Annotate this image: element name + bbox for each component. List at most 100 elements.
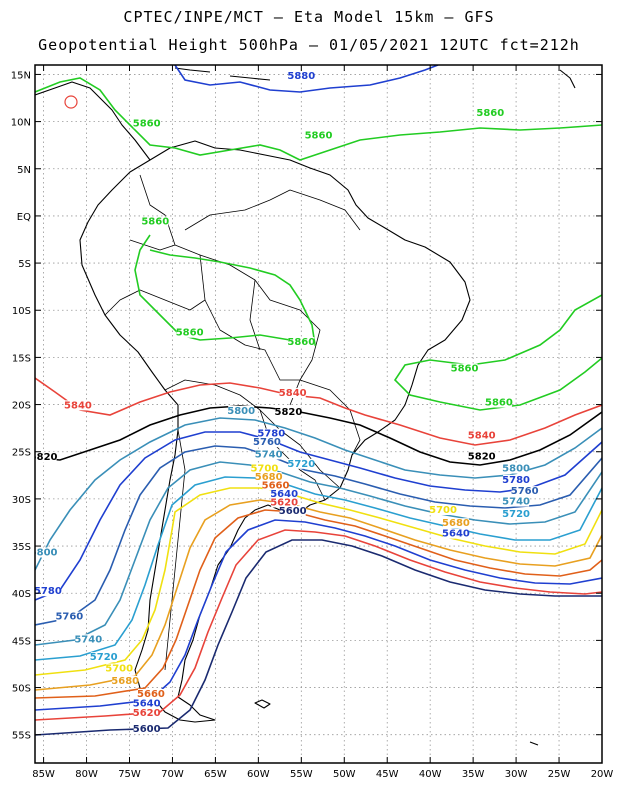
lat-tick-label: 15S bbox=[12, 353, 31, 364]
contour-label: 5640 bbox=[270, 489, 298, 500]
contour-label: 5740 bbox=[255, 449, 283, 460]
lat-tick-label: 25S bbox=[12, 448, 31, 459]
contour-label-background bbox=[485, 397, 512, 408]
contour-label: 5760 bbox=[55, 612, 83, 623]
contour-label: 5860 bbox=[451, 364, 479, 375]
contour-label-background bbox=[288, 337, 315, 348]
contour-label-background bbox=[133, 707, 160, 718]
contour-label-background bbox=[271, 489, 298, 500]
contour-label-background bbox=[228, 406, 255, 416]
contour-label-background bbox=[176, 327, 203, 338]
contour-label-background bbox=[112, 675, 139, 686]
contour-5600 bbox=[35, 539, 602, 736]
contour-label-background bbox=[503, 463, 530, 474]
contour-label: 5840 bbox=[279, 388, 307, 399]
contour-label: 5820 bbox=[468, 451, 496, 462]
contour-label: 5860 bbox=[305, 131, 333, 142]
lon-tick-label: 85W bbox=[32, 769, 55, 780]
contour-label-background bbox=[255, 472, 282, 483]
contour-label-background bbox=[275, 406, 302, 417]
contour-label: 5600 bbox=[279, 506, 307, 517]
lat-tick-label: 5S bbox=[18, 259, 31, 270]
contour-label-background bbox=[90, 652, 117, 663]
contour-5840-closed-low bbox=[64, 95, 78, 109]
contour-label: 5860 bbox=[133, 118, 161, 129]
contour-label: 5700 bbox=[429, 505, 457, 516]
contour-label-background bbox=[477, 107, 504, 118]
lon-tick-label: 50W bbox=[333, 769, 356, 780]
contour-label: 5800 bbox=[30, 547, 58, 558]
falkland-islands bbox=[254, 699, 271, 709]
contour-label: 5800 bbox=[227, 406, 255, 417]
lat-tick-label: 35S bbox=[12, 542, 31, 553]
contour-label-background bbox=[35, 547, 57, 558]
lon-tick-label: 25W bbox=[548, 769, 571, 780]
contour-label: 5780 bbox=[257, 429, 285, 440]
contour-label: 5640 bbox=[442, 529, 470, 540]
central-america-coastline bbox=[35, 81, 151, 161]
contour-label-background bbox=[468, 451, 495, 462]
contour-label-background bbox=[279, 388, 306, 399]
lon-tick-label: 45W bbox=[376, 769, 399, 780]
contour-label: 5860 bbox=[485, 398, 513, 409]
contour-label: 5620 bbox=[133, 708, 161, 719]
contour-label-background bbox=[251, 463, 278, 474]
lon-tick-label: 55W bbox=[290, 769, 313, 780]
contour-label-background bbox=[137, 688, 164, 699]
lon-tick-label: 80W bbox=[75, 769, 98, 780]
title-line-1: CPTEC/INPE/MCT – Eta Model 15km – GFS bbox=[123, 8, 495, 26]
lat-tick-label: 15N bbox=[11, 70, 31, 81]
contour-label: 5640 bbox=[133, 698, 161, 709]
contour-label-background bbox=[430, 505, 457, 516]
lon-tick-label: 30W bbox=[505, 769, 528, 780]
lat-tick-label: 40S bbox=[12, 589, 31, 600]
contour-label-background bbox=[451, 363, 478, 374]
lat-tick-label: 55S bbox=[12, 731, 31, 742]
contour-label-background bbox=[106, 663, 133, 674]
contour-label: 5780 bbox=[502, 475, 530, 486]
contour-label: 5760 bbox=[253, 437, 281, 448]
contour-5820 bbox=[35, 405, 602, 466]
contour-label: 5760 bbox=[511, 486, 539, 497]
contour-label: 5660 bbox=[137, 689, 165, 700]
contour-label: 5860 bbox=[176, 328, 204, 339]
contour-label: 5700 bbox=[105, 664, 133, 675]
contour-label-background bbox=[442, 518, 469, 529]
contour-label-background bbox=[255, 449, 282, 460]
lat-tick-label: 10N bbox=[11, 118, 31, 129]
contour-5640 bbox=[35, 519, 602, 711]
contour-label-background bbox=[35, 586, 61, 597]
lon-tick-label: 75W bbox=[118, 769, 141, 780]
lat-tick-label: 30S bbox=[12, 495, 31, 506]
south-georgia bbox=[529, 741, 539, 746]
lat-tick-label: EQ bbox=[17, 212, 31, 223]
longitude-labels: 85W 80W 75W 70W 65W 60W 55W 50W 45W 40W 35W 30W 25W 2… bbox=[32, 769, 613, 780]
contour-label-background bbox=[253, 437, 280, 448]
lat-tick-label: 5N bbox=[17, 165, 31, 176]
contour-label: 5680 bbox=[442, 518, 470, 529]
contour-label: 5720 bbox=[502, 509, 530, 520]
contour-label: 5620 bbox=[270, 497, 298, 508]
contour-label-background bbox=[503, 496, 530, 507]
lat-tick-label: 10S bbox=[12, 306, 31, 317]
contour-label: 5860 bbox=[476, 108, 504, 119]
contour-label: 5700 bbox=[250, 464, 278, 475]
contour-label-background bbox=[288, 458, 315, 469]
contour-label: 5660 bbox=[262, 481, 290, 492]
contour-label-background bbox=[468, 430, 495, 441]
lon-tick-label: 60W bbox=[247, 769, 270, 780]
contour-label-background bbox=[258, 428, 285, 439]
contour-label-background bbox=[442, 528, 469, 539]
lat-tick-label: 50S bbox=[12, 684, 31, 695]
contour-label: 5880 bbox=[287, 71, 315, 82]
contour-label: 5840 bbox=[64, 400, 92, 411]
lon-tick-label: 20W bbox=[591, 769, 614, 780]
contour-label-background bbox=[262, 480, 289, 491]
latitude-labels: 15N 10N 5N EQ 5S 10S 15S 20S 25S 30S 35S 40S 45S 50S 5… bbox=[11, 70, 31, 741]
contour-label-background bbox=[56, 611, 83, 622]
lat-tick-label: 20S bbox=[12, 401, 31, 412]
contour-5620 bbox=[35, 529, 602, 721]
contour-label-background bbox=[503, 474, 530, 485]
caribbean-islands bbox=[174, 67, 576, 89]
